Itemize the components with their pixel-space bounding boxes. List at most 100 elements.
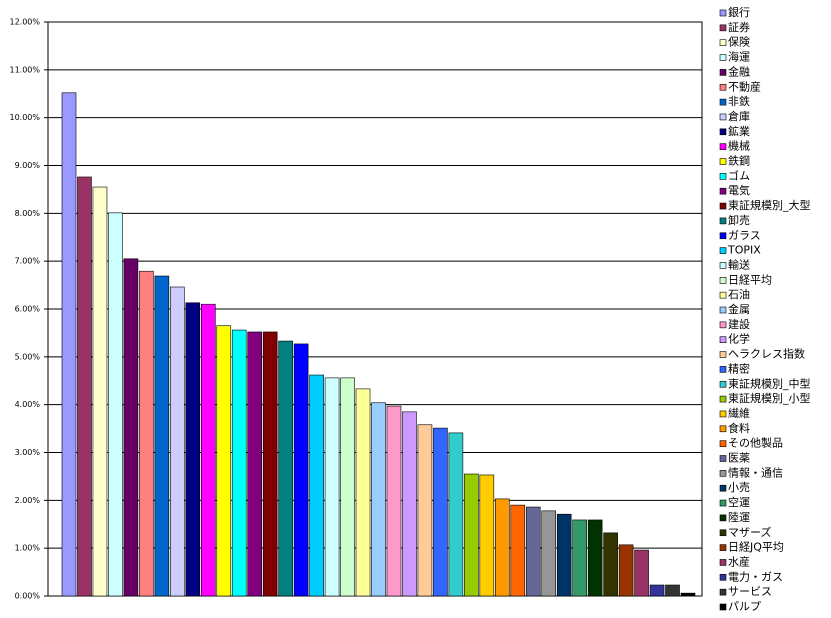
bar [262, 331, 278, 597]
legend-swatch [719, 54, 727, 61]
bar [603, 532, 618, 597]
bar [494, 498, 510, 597]
bar [278, 340, 293, 597]
legend-swatch [719, 395, 727, 403]
bar [634, 549, 649, 597]
legend-label: ガラス [728, 229, 761, 242]
legend-label: 情報・通信 [728, 466, 783, 479]
bar [386, 405, 402, 597]
legend-swatch [719, 187, 727, 195]
y-tick-label: 9.00% [15, 161, 41, 170]
legend-label: 水産 [728, 555, 750, 568]
legend-swatch [719, 98, 727, 106]
bar [371, 402, 386, 597]
legend-swatch [719, 128, 727, 136]
bar [417, 424, 433, 597]
legend-swatch [719, 603, 727, 611]
legend-swatch [719, 440, 727, 447]
legend-swatch [719, 158, 727, 165]
bar [464, 473, 479, 597]
legend-label: 東証規模別_大型 [728, 198, 811, 212]
bar [139, 270, 154, 597]
legend-swatch [719, 291, 727, 299]
legend-swatch [719, 366, 727, 373]
bar [510, 504, 526, 597]
bar [247, 331, 262, 597]
legend-label: その他製品 [728, 436, 783, 450]
legend-swatch [719, 470, 727, 477]
bar [556, 513, 572, 597]
legend-label: 鉄鋼 [728, 154, 750, 168]
legend-swatch [719, 351, 727, 358]
legend-swatch [719, 455, 727, 462]
y-tick-label: 7.00% [15, 257, 41, 266]
legend-label: 電気 [728, 183, 750, 197]
legend-label: 鉱業 [728, 124, 750, 138]
bar [293, 343, 309, 597]
bar [355, 388, 371, 597]
legend-swatch [719, 573, 727, 581]
legend-swatch [719, 217, 727, 225]
legend-swatch [719, 336, 727, 344]
y-tick-label: 8.00% [15, 209, 41, 218]
y-tick-label: 6.00% [15, 305, 41, 314]
bar [309, 374, 324, 597]
legend-label: 倉庫 [728, 109, 750, 123]
legend-swatch [719, 544, 727, 551]
legend-label: 非鉄 [728, 94, 750, 108]
legend-swatch [719, 499, 727, 507]
legend-label: 化学 [728, 332, 750, 346]
legend-label: 日経JQ平均 [728, 541, 784, 554]
legend-swatch [719, 247, 727, 254]
y-tick-label: 2.00% [15, 496, 41, 505]
legend-swatch [719, 173, 727, 180]
legend-label: 電力・ガス [728, 570, 783, 583]
legend-swatch [719, 425, 727, 433]
bar [541, 510, 557, 597]
legend-label: 日経平均 [728, 273, 772, 286]
y-tick-label: 4.00% [15, 400, 41, 409]
legend-label: 輸送 [728, 257, 750, 271]
y-tick-label: 1.00% [15, 544, 41, 553]
bar [402, 411, 417, 597]
y-tick-label: 12.00% [9, 18, 40, 27]
legend-label: サービス [728, 585, 772, 598]
legend-label: 繊維 [728, 407, 750, 420]
bar [680, 592, 696, 597]
bar [525, 506, 541, 597]
legend-label: 東証規模別_中型 [728, 376, 811, 390]
y-tick-label: 3.00% [15, 448, 41, 457]
bar [170, 286, 185, 597]
legend-label: ヘラクレス指数 [728, 347, 805, 361]
legend-label: 陸運 [728, 511, 750, 524]
bar [77, 176, 92, 597]
legend-label: 小売 [728, 481, 750, 494]
bar [185, 302, 201, 597]
legend-swatch [719, 306, 727, 314]
bar [231, 329, 247, 597]
legend-label: 石油 [728, 287, 750, 301]
y-tick-label: 10.00% [9, 113, 40, 122]
legend-swatch [719, 24, 727, 32]
bar [448, 432, 464, 597]
legend-label: 精密 [728, 361, 750, 375]
bar [433, 427, 448, 597]
legend-swatch [719, 529, 727, 537]
bar [200, 303, 216, 597]
legend-swatch [719, 276, 727, 284]
bar [572, 519, 587, 597]
legend-label: TOPIX [727, 244, 761, 257]
legend-label: 銀行 [728, 5, 750, 19]
bar [618, 544, 634, 597]
legend-label: 空運 [728, 495, 750, 509]
y-tick-label: 11.00% [9, 65, 40, 74]
y-tick-label: 0.00% [15, 592, 41, 601]
legend-swatch [719, 202, 727, 210]
bar [324, 377, 340, 597]
bar [479, 474, 495, 597]
legend-label: 不動産 [728, 79, 761, 93]
legend-label: 機械 [728, 139, 750, 153]
bar [108, 212, 123, 597]
legend-swatch [719, 410, 727, 418]
legend-label: ゴム [728, 168, 750, 182]
